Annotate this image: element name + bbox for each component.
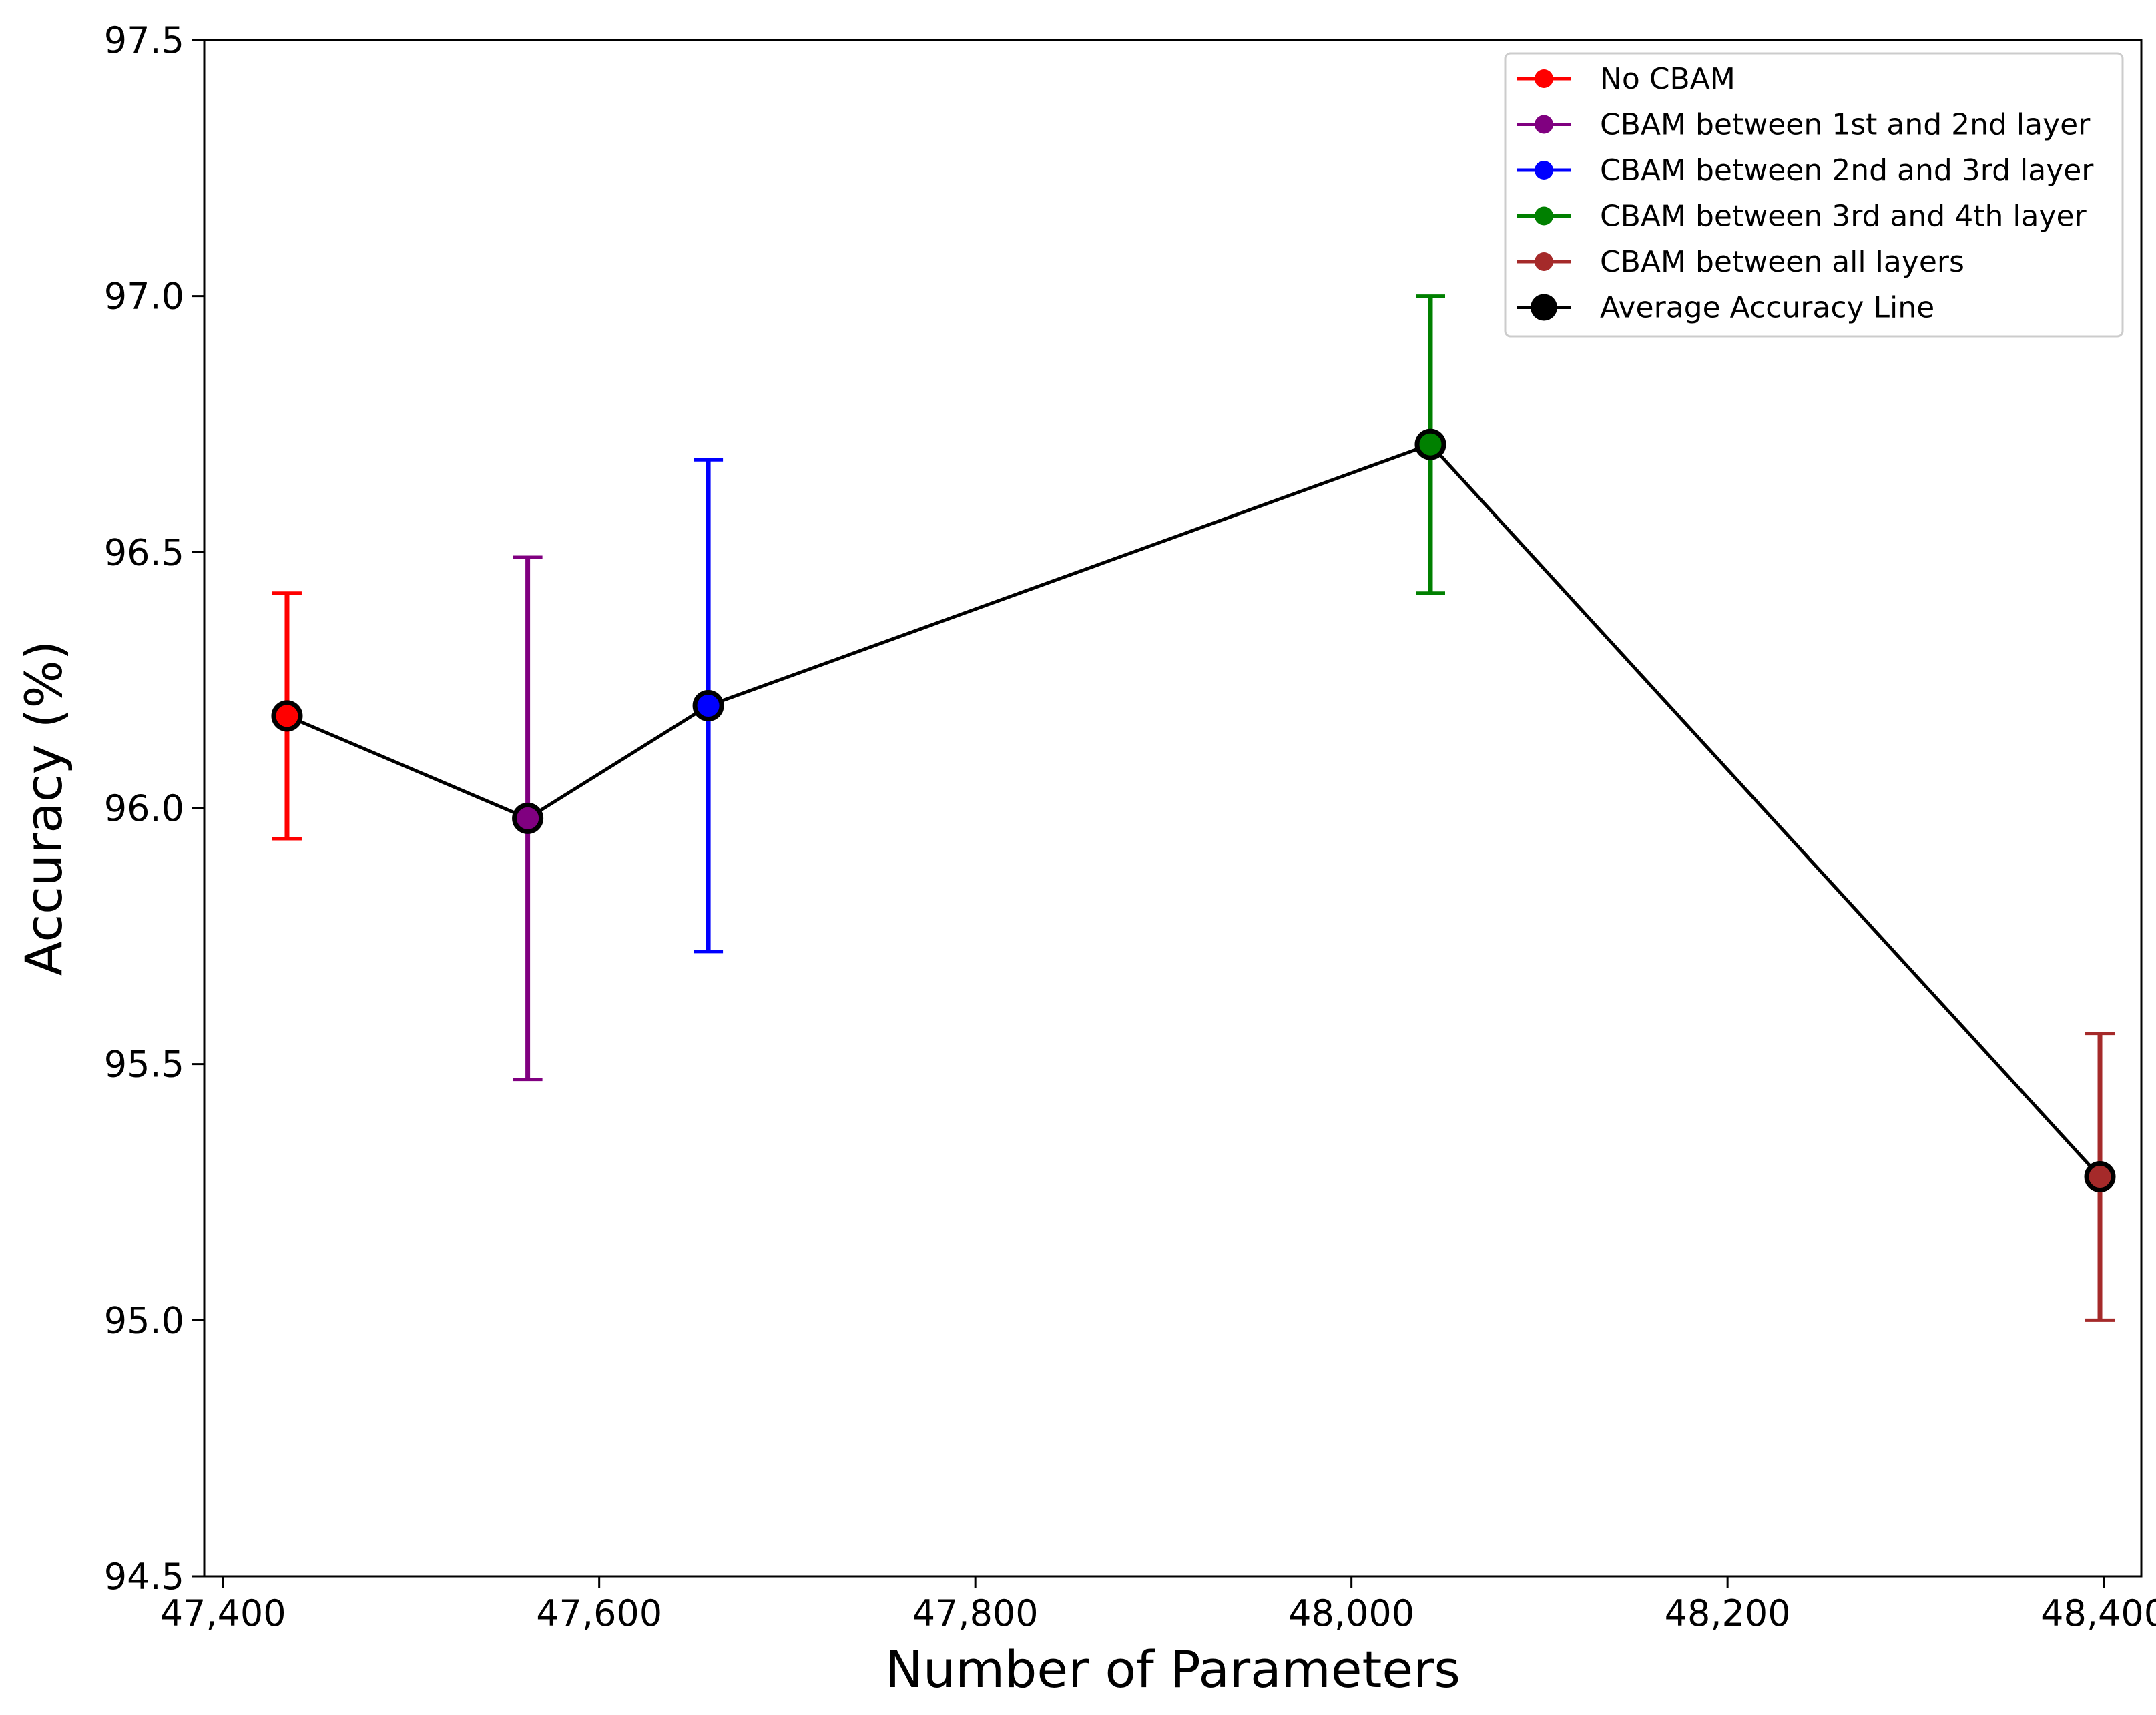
legend-label: CBAM between 2nd and 3rd layer [1600,153,2094,188]
y-tick-label: 94.5 [104,1556,184,1598]
y-tick-label: 97.5 [104,19,184,61]
data-point [692,690,724,722]
data-point [1414,428,1446,460]
x-tick-label: 48,200 [1665,1592,1791,1634]
x-tick-label: 48,000 [1288,1592,1414,1634]
data-point [2084,1160,2116,1192]
plot-marks [271,294,2116,1322]
legend-swatch-marker [1535,252,1553,271]
legend-label: CBAM between all layers [1600,245,1964,279]
legend-swatch-marker [1535,206,1553,226]
legend-swatch-marker [1535,161,1553,180]
x-tick-label: 48,400 [2041,1592,2156,1634]
legend-label: Average Accuracy Line [1600,291,1934,325]
legend-swatch-marker [1531,294,1557,321]
y-tick-label: 96.5 [104,531,184,573]
legend: No CBAM CBAM between 1st and 2nd layer CBA… [1504,52,2124,338]
y-tick-label: 97.0 [104,276,184,318]
x-tick-label: 47,800 [912,1592,1039,1634]
legend-label: CBAM between 3rd and 4th layer [1600,200,2087,234]
x-axis-title: Number of Parameters [885,1640,1460,1699]
x-tick-label: 47,400 [160,1592,286,1634]
legend-label: CBAM between 1st and 2nd layer [1600,108,2091,142]
legend-swatch-marker [1535,69,1553,88]
data-point [512,802,544,834]
y-axis-title: Accuracy (%) [14,641,73,976]
y-tick-label: 95.0 [104,1299,184,1341]
y-axis-ticks: 94.5 95.0 95.5 96.0 96.5 97.0 97.5 [104,19,204,1598]
y-tick-label: 96.0 [104,787,184,829]
legend-swatch-marker [1535,115,1553,134]
y-tick-label: 95.5 [104,1044,184,1086]
legend-box [1504,52,2124,338]
data-point [271,700,303,732]
legend-label: No CBAM [1600,62,1735,96]
x-tick-label: 47,600 [536,1592,662,1634]
x-axis-ticks: 47,400 47,600 47,800 48,000 48,200 48,400 [160,1576,2156,1634]
